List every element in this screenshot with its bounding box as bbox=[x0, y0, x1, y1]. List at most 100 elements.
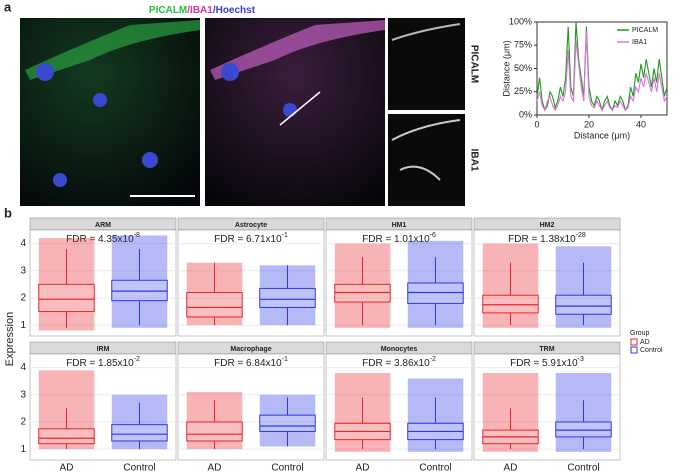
nucleus bbox=[36, 63, 54, 81]
legend-label: PICALM bbox=[632, 27, 658, 34]
micrograph bbox=[388, 114, 465, 206]
legend-label: AD bbox=[640, 339, 650, 346]
facet-title: Macrophage bbox=[230, 346, 271, 353]
x-tick-label: AD bbox=[504, 463, 518, 472]
fdr-label: FDR = 6.84x10-1 bbox=[214, 356, 288, 369]
legend-label: Control bbox=[640, 347, 663, 354]
x-tick-label: Control bbox=[271, 463, 303, 472]
fdr-base: FDR = 1.01x10 bbox=[362, 234, 430, 245]
box bbox=[334, 283, 391, 303]
y-tick-label: 4 bbox=[20, 238, 26, 249]
micrograph bbox=[388, 18, 465, 110]
legend-label: IBA1 bbox=[632, 39, 647, 46]
y-tick-label: 2 bbox=[20, 293, 26, 304]
profile-line bbox=[279, 91, 321, 126]
nucleus bbox=[142, 152, 158, 168]
x-tick-label: 20 bbox=[584, 119, 594, 129]
box bbox=[259, 287, 316, 308]
side-label: IBA1 bbox=[468, 149, 479, 172]
fdr-label: FDR = 1.85x10-2 bbox=[66, 356, 140, 369]
y-tick-label: 50% bbox=[514, 63, 532, 73]
fdr-base: FDR = 1.85x10 bbox=[66, 358, 134, 369]
facet-panel bbox=[177, 353, 325, 461]
fdr-exp: -6 bbox=[430, 232, 436, 239]
nucleus bbox=[283, 103, 297, 117]
box bbox=[555, 294, 612, 315]
panel-label: a bbox=[4, 0, 12, 14]
box bbox=[407, 282, 464, 304]
fdr-exp: -3 bbox=[578, 356, 584, 363]
box bbox=[111, 424, 168, 442]
box bbox=[38, 283, 95, 313]
fdr-exp: -1 bbox=[282, 232, 288, 239]
y-tick-label: 0% bbox=[519, 109, 532, 119]
fdr-exp: -8 bbox=[134, 232, 140, 239]
box bbox=[186, 421, 243, 442]
y-tick-label: 75% bbox=[514, 40, 532, 50]
line-series bbox=[536, 31, 668, 112]
fdr-label: FDR = 1.01x10-6 bbox=[362, 232, 436, 245]
facet-title: HM2 bbox=[540, 222, 555, 229]
y-tick-label: 1 bbox=[20, 320, 26, 331]
nucleus bbox=[221, 63, 239, 81]
fdr-base: FDR = 6.84x10 bbox=[214, 358, 282, 369]
legend-swatch bbox=[630, 346, 638, 354]
facet-title: IRM bbox=[97, 346, 110, 353]
line-series bbox=[536, 21, 668, 113]
facet-panel bbox=[29, 353, 177, 461]
y-axis-label: Expression bbox=[4, 312, 16, 366]
box bbox=[555, 421, 612, 438]
x-axis-label: Distance (μm) bbox=[574, 130, 630, 140]
fdr-label: FDR = 6.71x10-1 bbox=[214, 232, 288, 245]
fdr-label: FDR = 1.38x10-28 bbox=[508, 232, 586, 245]
box bbox=[259, 414, 316, 432]
facet-title: TRM bbox=[539, 346, 554, 353]
fdr-base: FDR = 6.71x10 bbox=[214, 234, 282, 245]
fdr-label: FDR = 5.91x10-3 bbox=[510, 356, 584, 369]
facet-title: HM1 bbox=[392, 222, 407, 229]
facet-panel bbox=[473, 229, 621, 337]
stain-part: PICALM bbox=[149, 5, 187, 16]
fdr-exp: -1 bbox=[282, 356, 288, 363]
legend-title: Group bbox=[630, 330, 650, 337]
x-tick-label: AD bbox=[208, 463, 222, 472]
facet-title: Monocytes bbox=[381, 346, 418, 353]
x-tick-label: Control bbox=[123, 463, 155, 472]
fdr-label: FDR = 4.35x10-8 bbox=[66, 232, 140, 245]
vessel bbox=[391, 119, 461, 181]
y-tick-label: 100% bbox=[509, 16, 532, 26]
y-tick-label: 4 bbox=[20, 362, 26, 373]
x-tick-label: AD bbox=[60, 463, 74, 472]
box bbox=[38, 428, 95, 445]
panel-label: b bbox=[4, 205, 12, 220]
box bbox=[186, 292, 243, 318]
y-tick-label: 25% bbox=[514, 86, 532, 96]
fdr-base: FDR = 1.38x10 bbox=[508, 234, 576, 245]
box bbox=[111, 279, 168, 302]
vessel bbox=[210, 20, 385, 80]
y-tick-label: 2 bbox=[20, 417, 26, 428]
fdr-base: FDR = 5.91x10 bbox=[510, 358, 578, 369]
legend-swatch bbox=[630, 338, 638, 346]
facet-panel bbox=[29, 229, 177, 337]
facet-panel bbox=[325, 353, 473, 461]
x-tick-label: AD bbox=[356, 463, 370, 472]
box bbox=[482, 294, 539, 314]
y-tick-label: 3 bbox=[20, 389, 26, 400]
fdr-base: FDR = 3.86x10 bbox=[362, 358, 430, 369]
x-tick-label: 40 bbox=[636, 119, 646, 129]
vessel bbox=[391, 23, 461, 41]
fdr-base: FDR = 4.35x10 bbox=[66, 234, 134, 245]
stain-title: PICALM/IBA1/Hoechst bbox=[149, 5, 256, 16]
y-axis-label: Distance (μm) bbox=[501, 40, 511, 96]
facet-panel bbox=[177, 229, 325, 337]
facet-title: ARM bbox=[95, 222, 111, 229]
vessel bbox=[25, 20, 200, 80]
stain-part: /Hoechst bbox=[213, 5, 256, 16]
x-tick-label: Control bbox=[419, 463, 451, 472]
y-tick-label: 3 bbox=[20, 265, 26, 276]
side-label: PICALM bbox=[468, 45, 479, 83]
stain-part: /IBA1 bbox=[187, 5, 213, 16]
fdr-exp: -2 bbox=[430, 356, 436, 363]
